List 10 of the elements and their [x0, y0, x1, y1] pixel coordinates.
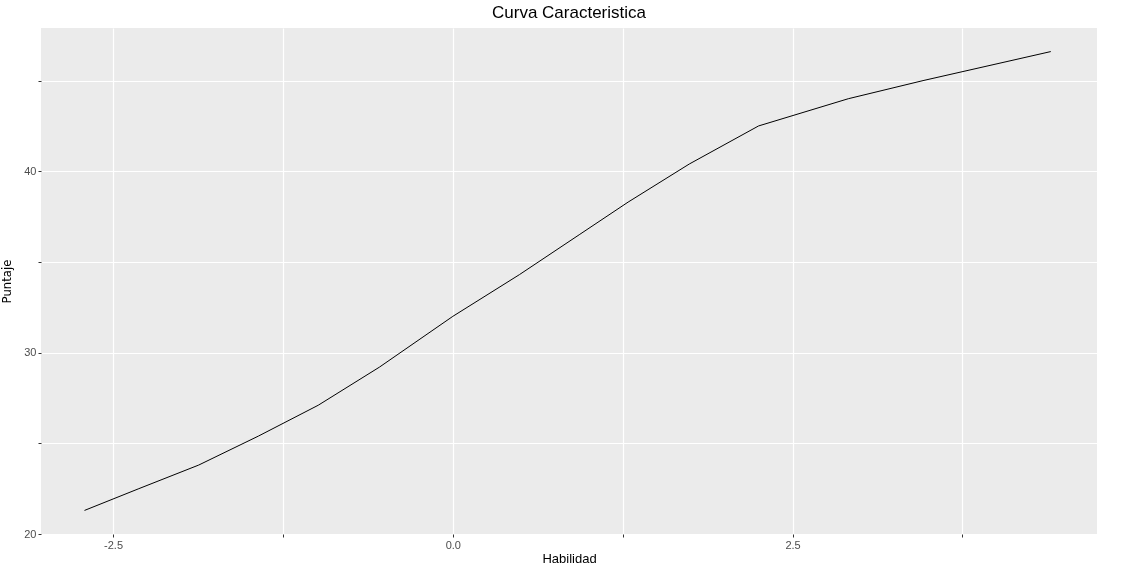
y-axis-title: Puntaje — [0, 259, 15, 304]
chart-title: Curva Caracteristica — [492, 3, 647, 22]
x-tick-label: 0.0 — [445, 538, 461, 551]
x-axis-title: Habilidad — [542, 550, 597, 566]
x-tick-label: 2.5 — [785, 538, 801, 551]
y-tick-label: 30 — [24, 346, 37, 359]
line-series — [83, 51, 1052, 511]
y-tick-label: 40 — [24, 164, 37, 177]
y-tick-label: 20 — [24, 527, 37, 540]
x-tick-label: -2.5 — [104, 538, 124, 551]
